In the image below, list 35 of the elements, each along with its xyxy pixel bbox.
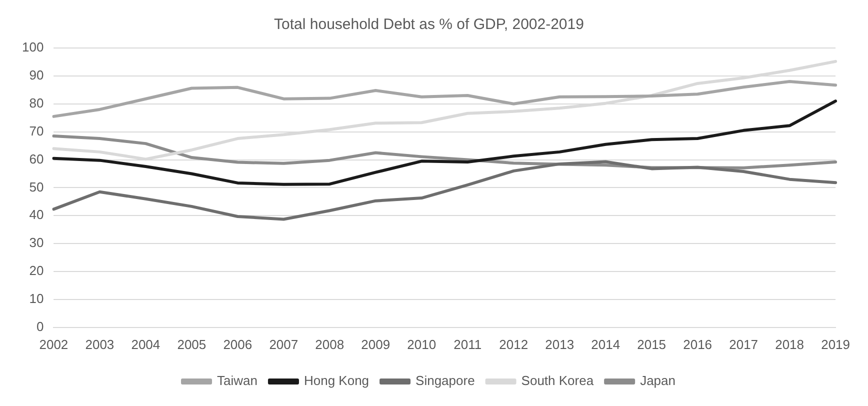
x-tick-label: 2005 — [177, 336, 206, 352]
y-tick-label: 70 — [29, 123, 44, 138]
y-tick-label: 60 — [29, 151, 44, 166]
y-tick-label: 40 — [29, 207, 44, 222]
y-tick-label: 0 — [36, 318, 44, 334]
chart-title: Total household Debt as % of GDP, 2002-2019 — [274, 16, 584, 34]
x-tick-label: 2016 — [683, 336, 712, 352]
y-tick-label: 50 — [29, 179, 44, 194]
y-tick-label: 100 — [22, 40, 44, 55]
x-tick-label: 2014 — [591, 336, 620, 352]
y-tick-label: 30 — [29, 235, 44, 250]
x-tick-label: 2012 — [499, 336, 528, 352]
legend-label: Taiwan — [217, 373, 258, 388]
x-tick-label: 2004 — [131, 336, 160, 352]
y-tick-label: 90 — [29, 68, 44, 83]
legend-label: Singapore — [416, 373, 475, 388]
legend-label: Japan — [640, 373, 676, 388]
x-tick-label: 2007 — [269, 336, 298, 352]
y-tick-label: 10 — [29, 291, 44, 306]
x-tick-label: 2019 — [821, 336, 850, 352]
legend-label: South Korea — [521, 373, 594, 388]
x-tick-label: 2018 — [775, 336, 804, 352]
x-tick-label: 2010 — [407, 336, 436, 352]
x-tick-label: 2003 — [85, 336, 114, 352]
x-tick-label: 2006 — [223, 336, 252, 352]
legend-label: Hong Kong — [304, 373, 370, 388]
x-tick-label: 2008 — [315, 336, 344, 352]
x-tick-label: 2011 — [454, 336, 482, 352]
x-tick-label: 2013 — [545, 336, 574, 352]
x-tick-label: 2017 — [729, 336, 758, 352]
x-tick-label: 2015 — [637, 336, 666, 352]
x-tick-label: 2002 — [39, 336, 68, 352]
y-tick-label: 80 — [29, 95, 44, 110]
y-tick-label: 20 — [29, 263, 44, 278]
x-tick-label: 2009 — [361, 336, 390, 352]
